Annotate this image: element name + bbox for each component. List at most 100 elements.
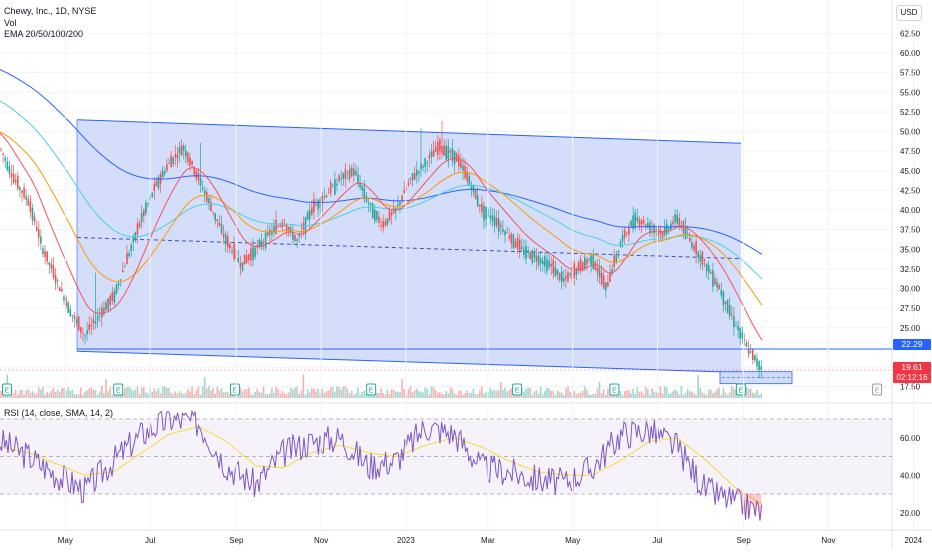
volume-bar	[363, 390, 366, 398]
volume-bar	[233, 393, 235, 398]
candle-body	[651, 227, 653, 229]
candle-body	[468, 175, 471, 186]
candle-body	[266, 231, 269, 236]
candle-body	[739, 328, 741, 339]
candle-body	[752, 349, 754, 361]
candle-body	[191, 161, 193, 165]
volume-bar	[193, 394, 195, 398]
currency-button[interactable]: USD	[896, 5, 922, 21]
volume-bar	[296, 386, 298, 398]
volume-bar	[138, 393, 141, 398]
candle-body	[605, 282, 607, 291]
candle-body	[693, 245, 695, 251]
volume-bar	[365, 393, 368, 398]
time-tick-label: Jul	[145, 536, 155, 545]
symbol-legend[interactable]: Chewy, Inc., 1D, NYSE	[4, 6, 97, 16]
volume-bar	[420, 391, 422, 398]
volume-bar	[525, 388, 527, 398]
volume-legend[interactable]: Vol	[4, 18, 17, 28]
price-tick-label: 17.50	[900, 383, 921, 392]
candle-body	[619, 241, 622, 248]
volume-bar	[199, 394, 202, 398]
candle-body	[94, 321, 97, 324]
volume-bar	[208, 386, 210, 398]
candle-body	[613, 255, 615, 268]
price-tick-label: 47.50	[900, 147, 921, 156]
rsi-line	[0, 409, 763, 521]
candle-body	[82, 332, 84, 334]
candle-body	[531, 250, 534, 264]
candle-body	[197, 172, 200, 181]
volume-bar	[346, 388, 349, 398]
candle-body	[554, 267, 557, 277]
volume-bar	[464, 393, 466, 398]
volume-bar	[680, 386, 683, 398]
rsi-legend[interactable]: RSI (14, close, SMA, 14, 2)	[4, 408, 114, 418]
candle-body	[552, 260, 555, 274]
ema-legend[interactable]: EMA 20/50/100/200	[4, 29, 84, 39]
earnings-marker	[113, 383, 124, 396]
candle-body	[716, 281, 718, 288]
candle-body	[157, 176, 160, 188]
candle-body	[323, 195, 326, 198]
earnings-marker	[1, 383, 12, 396]
volume-bar	[600, 392, 603, 398]
candle-body	[665, 223, 668, 234]
volume-bar	[155, 391, 158, 398]
volume-bar	[607, 388, 609, 398]
volume-bar	[632, 388, 634, 398]
volume-bar	[584, 386, 586, 398]
candle-body	[35, 227, 38, 231]
candle-body	[588, 258, 590, 260]
candle-body	[294, 235, 296, 242]
volume-bar	[287, 392, 290, 398]
volume-bar	[220, 388, 223, 398]
candle-body	[577, 262, 580, 271]
candle-body	[668, 228, 670, 230]
price-tick-label: 42.50	[900, 186, 921, 195]
volume-bar	[676, 391, 678, 398]
candle-body	[644, 224, 647, 226]
candle-body	[101, 307, 103, 318]
volume-bar	[678, 394, 681, 398]
volume-bar	[216, 386, 219, 398]
candle-body	[59, 287, 61, 292]
candle-body	[733, 315, 735, 328]
volume-bar	[222, 392, 225, 398]
volume-bar	[283, 393, 286, 398]
candle-body	[581, 261, 584, 272]
candle-body	[178, 147, 181, 154]
volume-bar	[285, 394, 288, 398]
volume-bar	[92, 389, 95, 398]
volume-bar	[69, 390, 72, 398]
candle-body	[353, 168, 355, 176]
volume-bar	[111, 394, 114, 398]
volume-bar	[754, 393, 756, 398]
volume-bar	[586, 389, 588, 398]
candle-body	[418, 171, 420, 174]
candle-body	[653, 224, 655, 234]
volume-bar	[458, 390, 460, 398]
candle-body	[84, 334, 86, 337]
candle-body	[245, 255, 248, 263]
volume-bar	[128, 387, 130, 398]
candle-body	[210, 201, 212, 212]
candle-body	[714, 278, 716, 285]
volume-bar	[325, 391, 328, 398]
candle-body	[500, 224, 502, 228]
volume-bar	[647, 388, 649, 398]
volume-bar	[229, 394, 231, 398]
candle-body	[227, 236, 229, 248]
channel-fill	[77, 119, 741, 373]
volume-bar	[96, 394, 99, 398]
volume-bar	[413, 390, 416, 398]
candle-body	[23, 187, 25, 198]
last-price-badge: 19.61	[893, 362, 931, 373]
candle-body	[350, 167, 353, 177]
volume-bar	[592, 393, 594, 398]
candle-body	[46, 251, 48, 262]
volume-bar	[760, 393, 762, 398]
candle-body	[124, 266, 126, 268]
